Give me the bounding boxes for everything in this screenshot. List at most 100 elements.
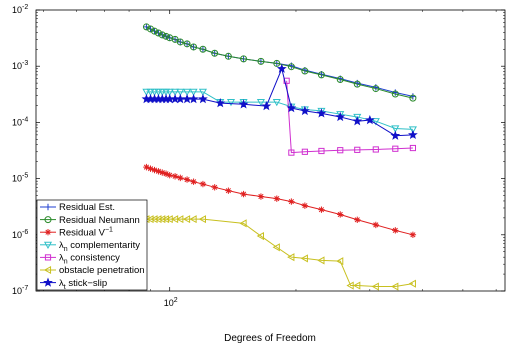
data-point xyxy=(283,77,290,84)
data-point xyxy=(372,85,380,93)
data-point xyxy=(301,67,309,75)
legend-marker xyxy=(43,265,52,275)
legend-entry: obstacle penetration xyxy=(40,265,145,276)
data-point xyxy=(146,215,154,224)
legend-marker xyxy=(44,229,52,236)
data-point xyxy=(239,219,247,228)
data-point xyxy=(211,49,219,57)
data-point xyxy=(240,55,248,63)
data-point xyxy=(287,253,295,262)
data-point xyxy=(183,88,192,97)
y-tick-label: 10-7 xyxy=(12,285,28,296)
y-tick-label: 10-4 xyxy=(12,116,28,127)
series-6 xyxy=(141,63,418,140)
data-point xyxy=(198,93,208,104)
data-point xyxy=(176,88,185,97)
data-point xyxy=(257,193,265,200)
data-point xyxy=(392,145,399,152)
legend-label: λt stick−slip xyxy=(59,278,107,291)
ticks-layer: 10-7 10-6 10-5 10-4 10-3 10-2 102 xyxy=(12,4,505,308)
data-point xyxy=(287,63,295,71)
data-point xyxy=(198,215,206,224)
data-point xyxy=(408,126,417,134)
legend-entry: λt stick−slip xyxy=(40,277,107,291)
data-point xyxy=(409,144,417,152)
data-point xyxy=(150,215,158,224)
data-point xyxy=(162,170,170,177)
legend-label: λn complementarity xyxy=(59,240,140,253)
legend-marker xyxy=(44,254,52,261)
data-point xyxy=(318,206,325,213)
data-point xyxy=(190,178,197,185)
data-point xyxy=(261,100,272,111)
data-point xyxy=(336,111,345,119)
legend-entry: Residual Est. xyxy=(40,202,115,213)
data-point xyxy=(171,173,179,180)
data-point xyxy=(256,99,265,107)
data-point xyxy=(211,184,218,191)
data-point xyxy=(286,102,297,113)
data-point xyxy=(238,99,249,109)
series-1 xyxy=(142,23,417,102)
data-point xyxy=(364,114,375,125)
data-point xyxy=(337,147,344,154)
data-point xyxy=(142,88,151,97)
data-point xyxy=(300,254,308,263)
data-point xyxy=(317,71,325,79)
data-point xyxy=(158,215,166,224)
legend-entry: Residual Neumann xyxy=(40,215,140,226)
data-point xyxy=(225,187,232,194)
data-point xyxy=(154,29,162,37)
data-point xyxy=(142,23,150,31)
data-point xyxy=(159,169,166,176)
data-point xyxy=(392,227,399,234)
data-point xyxy=(154,215,162,224)
data-point xyxy=(154,88,163,97)
plot-frame xyxy=(35,9,506,292)
y-tick-label: 10-5 xyxy=(12,173,28,184)
data-point xyxy=(151,166,158,174)
data-point xyxy=(316,108,327,118)
data-point xyxy=(392,89,399,96)
data-point xyxy=(273,195,280,202)
data-point xyxy=(147,165,154,172)
data-point xyxy=(189,88,198,97)
data-point xyxy=(301,202,309,209)
legend-entry: λn consistency xyxy=(40,253,120,266)
series-layer xyxy=(141,23,418,291)
legend-marker xyxy=(43,277,53,287)
legend-label: Residual Est. xyxy=(59,202,115,213)
series-line-1 xyxy=(146,26,414,99)
data-point xyxy=(371,118,380,126)
data-point xyxy=(276,63,287,73)
data-point xyxy=(240,190,247,198)
data-point xyxy=(151,27,159,35)
data-point xyxy=(352,116,363,126)
data-point xyxy=(199,45,207,53)
series-2 xyxy=(143,163,417,238)
legend-marker xyxy=(44,203,52,211)
data-point xyxy=(288,198,295,205)
data-point xyxy=(372,146,379,153)
data-point xyxy=(408,279,416,288)
legend-entry: Residual V−1 xyxy=(40,226,113,238)
data-point xyxy=(190,43,198,51)
data-point xyxy=(165,88,174,97)
data-point xyxy=(257,57,265,65)
series-4 xyxy=(283,77,417,156)
data-point xyxy=(158,31,166,39)
data-point xyxy=(273,59,281,67)
data-point xyxy=(171,88,180,97)
data-point xyxy=(272,99,281,107)
data-point xyxy=(391,282,399,291)
data-point xyxy=(143,163,150,171)
data-point xyxy=(188,93,199,104)
data-point xyxy=(147,25,155,33)
legend-label: λn consistency xyxy=(59,253,120,266)
data-point xyxy=(215,98,226,108)
legend-label: Residual Neumann xyxy=(59,215,140,226)
data-point xyxy=(256,232,264,241)
data-point xyxy=(155,168,162,175)
data-point xyxy=(336,257,344,266)
